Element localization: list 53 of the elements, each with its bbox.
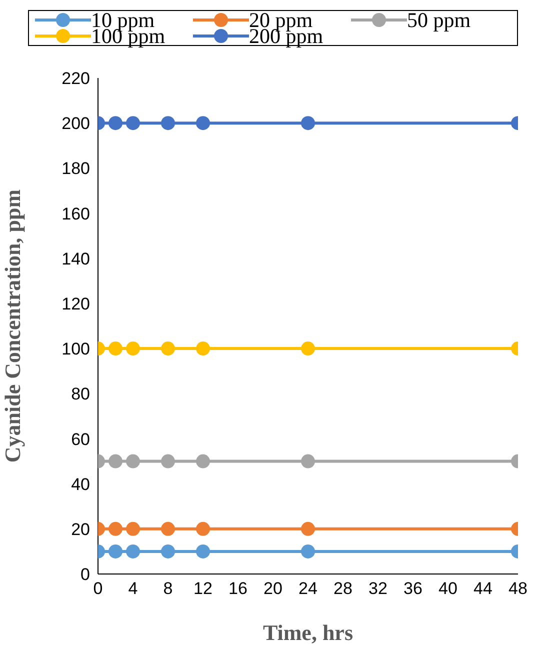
x-tick-label: 0 [93, 579, 103, 598]
point [108, 454, 122, 468]
point [108, 544, 122, 558]
point [301, 522, 315, 536]
x-tick-label: 48 [508, 579, 528, 598]
x-tick-label: 8 [163, 579, 173, 598]
y-tick-label: 200 [62, 114, 90, 134]
x-tick-label: 24 [298, 579, 318, 598]
y-tick-label: 60 [71, 430, 90, 449]
x-tick-label: 32 [368, 579, 388, 598]
point [301, 116, 315, 130]
point [301, 454, 315, 468]
point [161, 522, 175, 536]
point [126, 454, 140, 468]
legend-label: 50 ppm [407, 8, 471, 32]
point [161, 454, 175, 468]
y-tick-label: 220 [62, 69, 90, 88]
point [301, 544, 315, 558]
y-tick-label: 120 [62, 294, 90, 314]
x-axis-title: Time, hrs [262, 620, 354, 645]
point [108, 522, 122, 536]
x-tick-label: 44 [474, 579, 492, 598]
point [196, 116, 210, 130]
y-tick-label: 180 [62, 159, 90, 178]
point [196, 342, 210, 356]
x-tick-label: 40 [438, 579, 458, 598]
y-tick-label: 20 [71, 520, 90, 539]
y-axis-title: Cyanide Concentration, ppm [0, 189, 25, 463]
x-tick-label: 12 [194, 579, 212, 598]
x-tick-label: 28 [334, 579, 352, 598]
x-tick-label: 36 [404, 579, 422, 598]
point [108, 116, 122, 130]
point [126, 544, 140, 558]
point [126, 342, 140, 356]
point [126, 522, 140, 536]
y-tick-label: 80 [71, 384, 90, 404]
x-tick-label: 20 [264, 579, 282, 598]
point [161, 342, 175, 356]
y-tick-label: 140 [62, 249, 90, 268]
point [108, 342, 122, 356]
point [161, 544, 175, 558]
point [196, 544, 210, 558]
y-tick-label: 100 [62, 340, 90, 359]
point [301, 342, 315, 356]
y-tick-label: 160 [62, 204, 90, 224]
x-tick-label: 16 [228, 579, 248, 598]
y-tick-label: 40 [71, 474, 90, 494]
point [196, 522, 210, 536]
x-tick-label: 4 [128, 579, 138, 598]
y-tick-label: 0 [80, 565, 90, 584]
point [161, 116, 175, 130]
point [126, 116, 140, 130]
point [196, 454, 210, 468]
